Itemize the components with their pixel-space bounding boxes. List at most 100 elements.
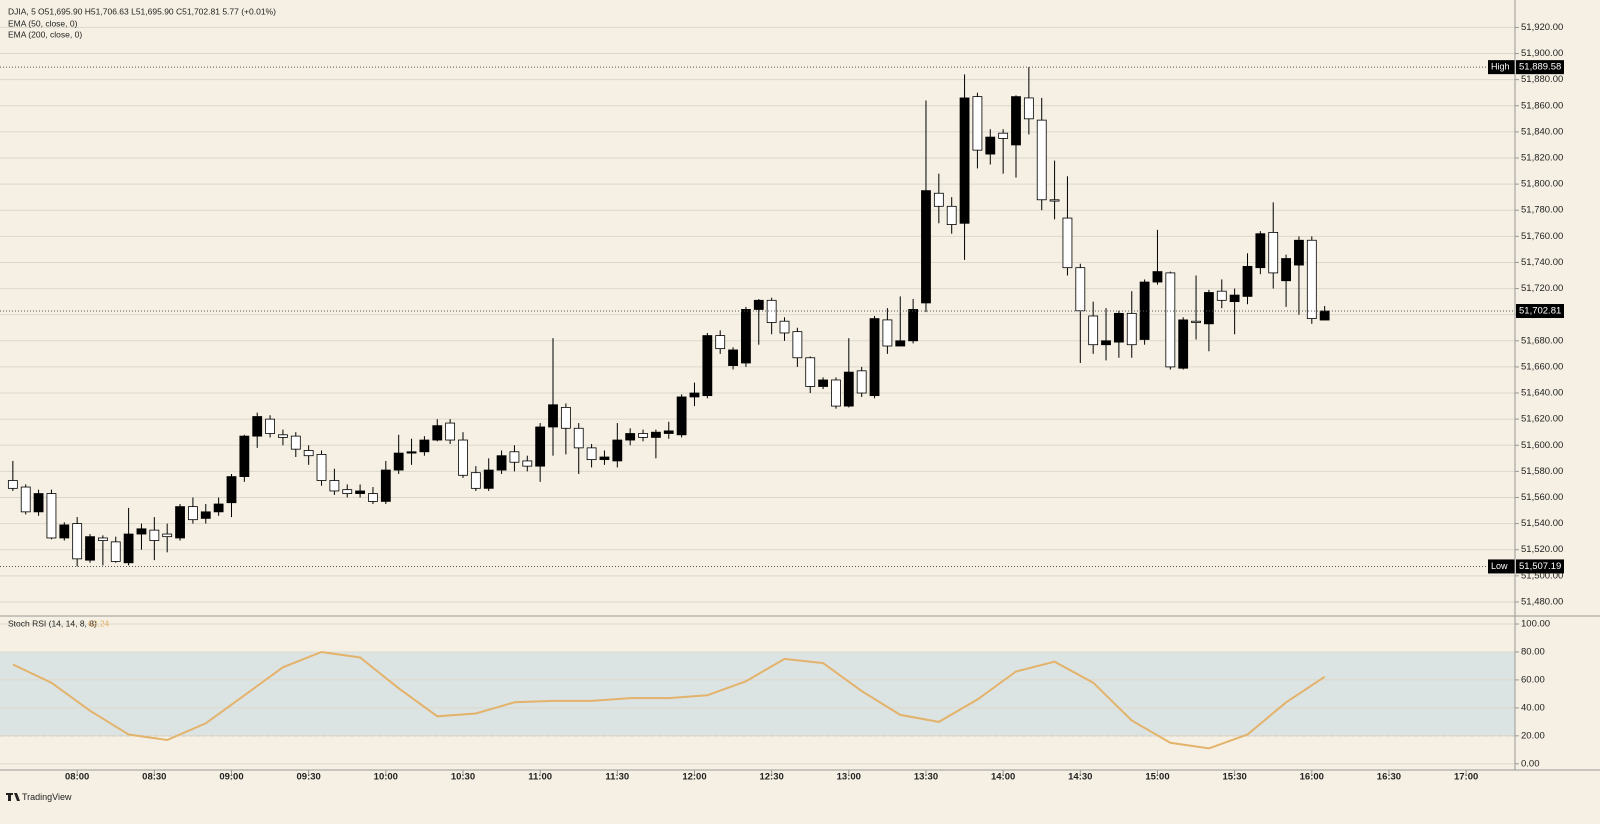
candle-body xyxy=(1088,315,1099,346)
candle-body xyxy=(368,493,378,502)
candle-body xyxy=(702,335,713,397)
overbought-oversold-band xyxy=(0,651,1515,736)
candle-body xyxy=(162,533,173,538)
x-tick-label: 17:00 xyxy=(1454,772,1478,783)
candle-body xyxy=(406,451,417,454)
candle-body xyxy=(650,431,661,438)
candle-body xyxy=(110,541,121,562)
y-tick-label: 51,480.00 xyxy=(1521,596,1563,607)
candle-body xyxy=(535,426,546,467)
candle-body xyxy=(458,439,468,476)
candle-body xyxy=(1023,97,1034,120)
candle-body xyxy=(715,335,726,350)
candle-body xyxy=(149,529,160,541)
y-tick-label: 51,660.00 xyxy=(1521,361,1563,372)
candle-body xyxy=(972,96,983,151)
x-tick-label: 10:00 xyxy=(374,772,398,783)
y-tick-label: 51,900.00 xyxy=(1521,48,1563,59)
y-tick-label: 100.00 xyxy=(1521,619,1550,630)
candle-body xyxy=(895,340,906,347)
candle-body xyxy=(226,476,237,504)
candle-body xyxy=(728,349,738,367)
y-tick-label: 51,800.00 xyxy=(1521,179,1563,190)
stoch-title: Stoch RSI (14, 14, 8, 8) xyxy=(8,618,97,628)
candle-body xyxy=(316,453,327,481)
candle-body xyxy=(97,537,108,541)
candle-body xyxy=(20,486,31,513)
x-tick-label: 15:30 xyxy=(1222,772,1246,783)
y-tick-label: 51,620.00 xyxy=(1521,414,1563,425)
candle-body xyxy=(1319,310,1330,321)
candle-body xyxy=(278,434,288,438)
candle-body xyxy=(560,406,571,429)
candle-body xyxy=(342,489,353,494)
candle-body xyxy=(1113,312,1124,343)
candle-body xyxy=(612,439,623,462)
candle-body xyxy=(188,506,198,521)
candle-body xyxy=(1165,272,1176,368)
candle-body xyxy=(136,528,147,535)
candle-body xyxy=(882,319,893,347)
x-tick-label: 08:30 xyxy=(142,772,166,783)
price-marker-label: 51,507.19 xyxy=(1519,561,1561,572)
candle-body xyxy=(419,439,430,453)
price-marker-box xyxy=(1516,559,1564,574)
y-tick-label: 51,580.00 xyxy=(1521,466,1563,477)
x-tick-label: 12:00 xyxy=(682,772,706,783)
y-tick-label: 51,500.00 xyxy=(1521,570,1563,581)
candle-body xyxy=(213,503,224,513)
price-marker-box xyxy=(1516,304,1564,319)
candle-body xyxy=(843,371,854,407)
stoch-line xyxy=(12,650,1326,750)
candle-body xyxy=(741,309,751,364)
candle-body xyxy=(393,452,404,471)
y-tick-label: 51,540.00 xyxy=(1521,518,1563,529)
candle-body xyxy=(175,506,185,539)
candle-body xyxy=(85,536,95,561)
candle-body xyxy=(1281,258,1291,282)
candle-body xyxy=(831,379,841,407)
candle-body xyxy=(1075,267,1086,312)
candle-body xyxy=(818,379,828,387)
x-tick-label: 16:00 xyxy=(1300,772,1324,783)
candle-body xyxy=(355,490,366,494)
candle-body xyxy=(380,469,391,502)
y-tick-label: 51,780.00 xyxy=(1521,205,1563,216)
candle-body xyxy=(72,523,83,560)
x-tick-label: 14:00 xyxy=(991,772,1015,783)
y-tick-label: 40.00 xyxy=(1521,702,1545,713)
candle-body xyxy=(252,416,263,437)
x-tick-label: 11:00 xyxy=(528,772,552,783)
candle-body xyxy=(7,480,18,489)
candle-body xyxy=(1294,239,1304,266)
candle-body xyxy=(1049,199,1060,202)
candle-body xyxy=(1216,290,1227,301)
candle-body xyxy=(1204,292,1214,325)
y-tick-label: 51,640.00 xyxy=(1521,388,1563,399)
y-tick-label: 51,840.00 xyxy=(1521,126,1563,137)
candle-body xyxy=(753,299,764,310)
candle-body xyxy=(676,396,687,436)
x-tick-label: 08:00 xyxy=(65,772,89,783)
branding: TradingView xyxy=(22,792,72,802)
y-tick-label: 51,720.00 xyxy=(1521,283,1563,294)
candle-body xyxy=(1191,320,1201,323)
candle-body xyxy=(1229,294,1240,303)
candle-body xyxy=(933,192,944,207)
candle-body xyxy=(1036,119,1047,201)
candle-body xyxy=(1011,96,1021,146)
stoch-value: 62.24 xyxy=(88,618,110,628)
y-tick-label: 51,560.00 xyxy=(1521,492,1563,503)
candle-body xyxy=(470,472,481,489)
y-tick-label: 60.00 xyxy=(1521,674,1545,685)
x-tick-label: 09:30 xyxy=(297,772,321,783)
price-marker-box xyxy=(1516,60,1564,75)
x-tick-label: 15:00 xyxy=(1145,772,1169,783)
candle-body xyxy=(573,427,584,449)
x-tick-label: 14:30 xyxy=(1068,772,1092,783)
candle-body xyxy=(985,136,996,155)
candle-body xyxy=(946,205,957,225)
candle-body xyxy=(805,357,816,387)
y-tick-label: 51,600.00 xyxy=(1521,440,1563,451)
